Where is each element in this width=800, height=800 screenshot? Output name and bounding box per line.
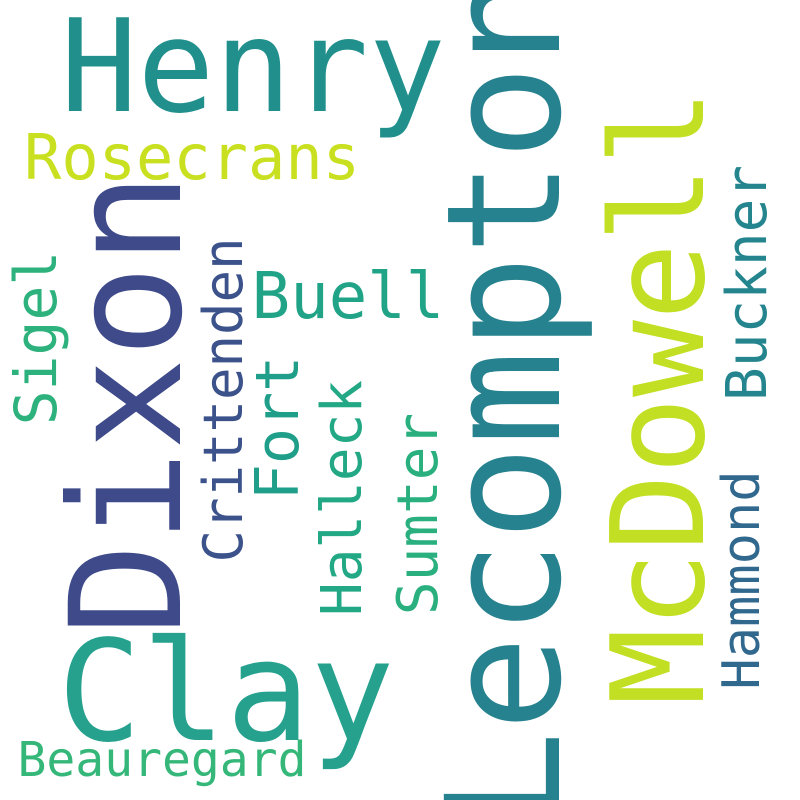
word-sumter: Sumter — [386, 412, 451, 616]
word-mcdowell: McDowell — [585, 88, 734, 706]
word-hammond: Hammond — [712, 470, 772, 690]
word-dixon: Dixon — [38, 172, 217, 636]
word-rosecrans: Rosecrans — [24, 121, 360, 194]
word-lecompton: Lecompton — [413, 0, 597, 800]
word-halleck: Halleck — [310, 379, 375, 617]
word-beauregard: Beauregard — [17, 732, 307, 788]
word-sigel: Sigel — [2, 250, 70, 426]
word-fort: Fort — [243, 355, 313, 501]
word-clay: Clay — [57, 611, 395, 774]
word-buckner: Buckner — [715, 164, 780, 402]
word-henry: Henry — [60, 0, 446, 142]
word-buell: Buell — [251, 260, 445, 334]
